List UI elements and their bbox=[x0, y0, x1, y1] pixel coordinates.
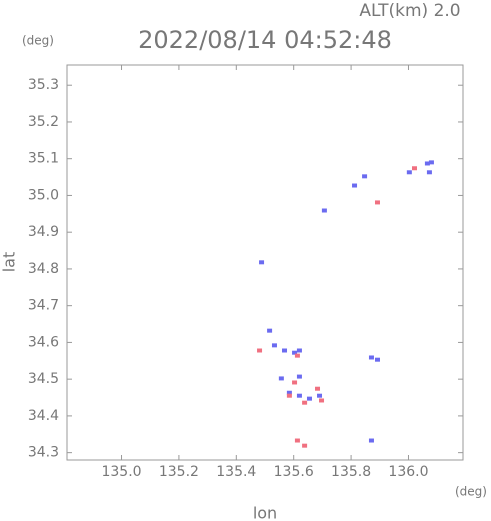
y-tick-label: 35.2 bbox=[28, 114, 59, 130]
y-tick-label: 34.6 bbox=[28, 334, 59, 350]
y-tick-label: 35.0 bbox=[28, 187, 59, 203]
echo-point bbox=[428, 160, 434, 165]
echo-point bbox=[302, 443, 308, 448]
y-axis-label: lat bbox=[0, 252, 19, 273]
echo-point bbox=[352, 183, 358, 188]
echo-point bbox=[317, 393, 323, 398]
y-tick-label: 34.5 bbox=[28, 371, 59, 387]
echo-point bbox=[294, 353, 300, 358]
x-tick-label: 135.2 bbox=[159, 464, 199, 480]
echo-point bbox=[296, 374, 302, 379]
echo-point bbox=[302, 400, 308, 405]
y-tick-label: 34.3 bbox=[28, 445, 59, 461]
echo-point bbox=[374, 200, 380, 205]
echo-point bbox=[286, 390, 292, 395]
y-tick-label: 34.7 bbox=[28, 298, 59, 314]
y-tick-label: 34.4 bbox=[28, 408, 59, 424]
echo-point bbox=[319, 398, 325, 403]
y-tick-label: 34.8 bbox=[28, 261, 59, 277]
echo-point bbox=[292, 350, 298, 355]
y-unit: (deg) bbox=[22, 34, 54, 48]
echo-point bbox=[426, 170, 432, 175]
x-axis-label: lon bbox=[253, 504, 277, 521]
echo-point bbox=[286, 393, 292, 398]
chart-subtitle: ALT(km) 2.0 bbox=[359, 1, 460, 21]
echo-point bbox=[368, 438, 374, 443]
plot-frame bbox=[66, 64, 464, 461]
echo-point bbox=[294, 438, 300, 443]
echo-point bbox=[296, 393, 302, 398]
echo-point bbox=[315, 386, 321, 391]
echo-point bbox=[374, 357, 380, 362]
x-tick-label: 135.0 bbox=[101, 464, 141, 480]
echo-point bbox=[282, 348, 288, 353]
echo-point bbox=[296, 348, 302, 353]
x-tick-label: 135.4 bbox=[216, 464, 256, 480]
echo-point bbox=[267, 328, 273, 333]
echo-point bbox=[368, 355, 374, 360]
echo-point bbox=[362, 174, 368, 179]
echo-point bbox=[278, 376, 284, 381]
echo-point bbox=[271, 343, 277, 348]
chart-title: 2022/08/14 04:52:48 bbox=[138, 26, 392, 54]
echo-point bbox=[306, 396, 312, 401]
echo-point bbox=[424, 161, 430, 166]
echo-point bbox=[257, 348, 263, 353]
y-tick-label: 35.3 bbox=[28, 77, 59, 93]
y-tick-label: 35.1 bbox=[28, 151, 59, 167]
echo-point bbox=[259, 260, 265, 265]
echo-point bbox=[321, 208, 327, 213]
echo-point bbox=[292, 380, 298, 385]
x-unit: (deg) bbox=[455, 485, 487, 499]
echo-point bbox=[412, 166, 418, 171]
echo-point bbox=[406, 170, 412, 175]
x-tick-label: 135.6 bbox=[274, 464, 314, 480]
x-tick-label: 135.8 bbox=[331, 464, 371, 480]
y-tick-label: 34.9 bbox=[28, 224, 59, 240]
x-tick-label: 136.0 bbox=[388, 464, 428, 480]
